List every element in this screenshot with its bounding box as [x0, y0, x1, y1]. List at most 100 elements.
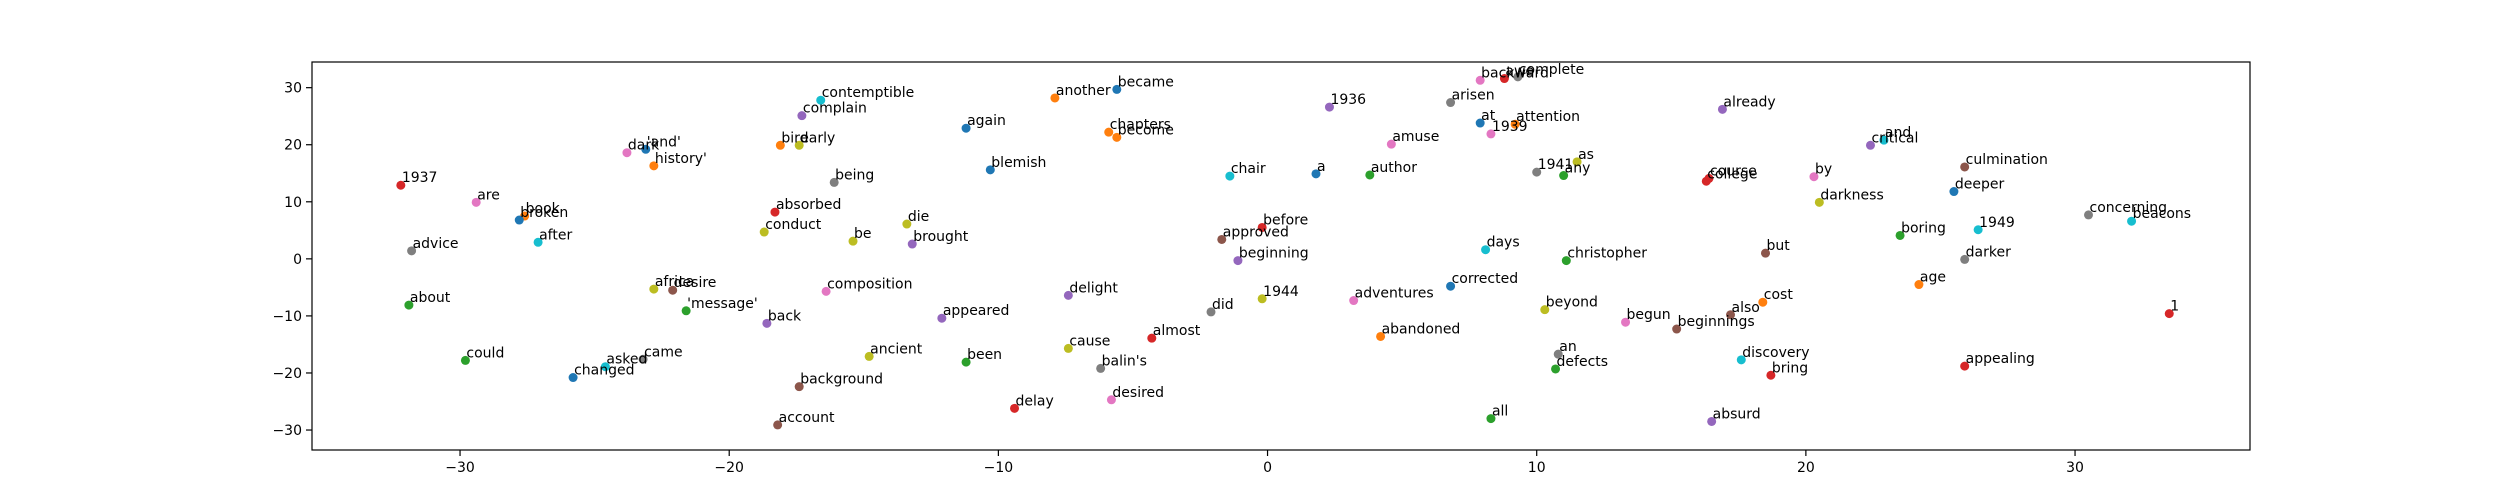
data-point-label: did [1212, 297, 1234, 313]
data-point [961, 357, 971, 367]
data-point [1701, 176, 1711, 186]
data-point [1510, 119, 1520, 129]
data-point [681, 306, 691, 316]
data-point [1446, 98, 1456, 108]
y-tick-label: 30 [284, 81, 302, 97]
data-point-label: christopher [1567, 246, 1647, 262]
y-tick-label: −20 [272, 366, 302, 382]
data-point [1960, 162, 1970, 172]
data-point [1112, 132, 1122, 142]
data-point [1726, 310, 1736, 320]
x-tick-label: 0 [1263, 460, 1272, 476]
data-point-label: 1 [2170, 299, 2179, 315]
x-axis: −30 −20 −10 0 10 20 30 [445, 450, 2084, 476]
data-point-label: culmination [1966, 152, 2048, 168]
y-tick-label: −10 [272, 309, 302, 325]
data-point [407, 246, 417, 256]
x-tick-label: −10 [984, 460, 1014, 476]
data-point [1572, 157, 1582, 167]
data-point-label: been [967, 347, 1002, 363]
data-point [1257, 294, 1267, 304]
data-point-label: about [410, 290, 451, 306]
data-point-label: early [800, 130, 835, 146]
data-point [1865, 140, 1875, 150]
data-point-label: advice [413, 236, 459, 252]
data-point-label: ancient [870, 341, 923, 357]
data-point-label: be [854, 226, 872, 242]
data-point-label: die [908, 209, 929, 225]
data-point-label: beginning [1239, 246, 1309, 262]
x-tick-label: 20 [1797, 460, 1815, 476]
data-point-label: amuse [1392, 129, 1439, 145]
data-point [1761, 248, 1770, 258]
data-point-label: delight [1069, 280, 1118, 296]
data-point [937, 313, 947, 323]
data-point-label: deeper [1955, 177, 2005, 193]
data-point-label: dark [628, 138, 660, 154]
x-tick-label: −30 [445, 460, 475, 476]
data-point [1499, 74, 1509, 84]
data-point-label: abandoned [1382, 321, 1461, 337]
data-point [1559, 171, 1569, 181]
data-point-label: after [539, 227, 572, 243]
data-point [533, 237, 543, 247]
data-point [1621, 317, 1631, 327]
data-point [1233, 256, 1243, 266]
data-point-label: at [1481, 108, 1496, 124]
data-point-label: back [768, 308, 802, 324]
data-point-label: cost [1764, 287, 1794, 303]
data-point [1949, 187, 1959, 197]
data-point [1349, 296, 1359, 306]
data-point [1104, 127, 1114, 137]
data-point [1096, 363, 1106, 373]
data-point-label: before [1263, 212, 1308, 228]
data-point [1672, 324, 1682, 334]
data-point-label: desire [674, 275, 717, 291]
data-point-label: composition [827, 276, 912, 292]
data-point [641, 144, 651, 154]
data-point-label: balin's [1102, 353, 1147, 369]
data-point-label: beginnings [1678, 314, 1755, 330]
data-point [1063, 343, 1073, 353]
data-point-label: cause [1069, 333, 1110, 349]
data-point-label: chapters [1110, 117, 1171, 133]
data-point [514, 215, 524, 225]
data-point [1050, 93, 1060, 103]
data-point-label: are [477, 187, 500, 203]
data-point [1809, 172, 1819, 182]
data-point [829, 177, 839, 187]
data-point-label: could [466, 345, 504, 361]
plot-area-frame [311, 61, 2251, 451]
data-point [1063, 290, 1073, 300]
data-point [1475, 118, 1485, 128]
data-point [404, 300, 414, 310]
data-point-label: 'and' [647, 134, 681, 150]
data-point-label: brought [913, 229, 969, 245]
data-point-label: defects [1557, 354, 1609, 370]
data-point-label: a [1317, 159, 1326, 175]
data-point-label: absurd [1713, 406, 1761, 422]
y-tick-label: 20 [284, 138, 302, 154]
data-point-label: by [1815, 162, 1832, 178]
data-point [907, 239, 917, 249]
data-point [816, 95, 826, 105]
data-point [396, 180, 406, 190]
data-point [773, 420, 783, 430]
x-tick-label: 10 [1528, 460, 1546, 476]
data-point [1311, 169, 1321, 179]
data-point-label: days [1487, 235, 1520, 251]
data-point-label: conduct [765, 217, 822, 233]
data-point [902, 219, 912, 229]
data-point [568, 373, 578, 383]
data-point-label: absorbed [776, 197, 841, 213]
data-point [649, 284, 659, 294]
data-point-label: bird [781, 130, 808, 146]
data-point-label: 'message' [687, 296, 758, 312]
data-point-label: contemptible [822, 85, 915, 101]
data-point-label: became [1118, 74, 1174, 90]
data-point-label: came [644, 344, 683, 360]
data-point-label: complain [803, 101, 867, 117]
data-point [961, 123, 971, 133]
